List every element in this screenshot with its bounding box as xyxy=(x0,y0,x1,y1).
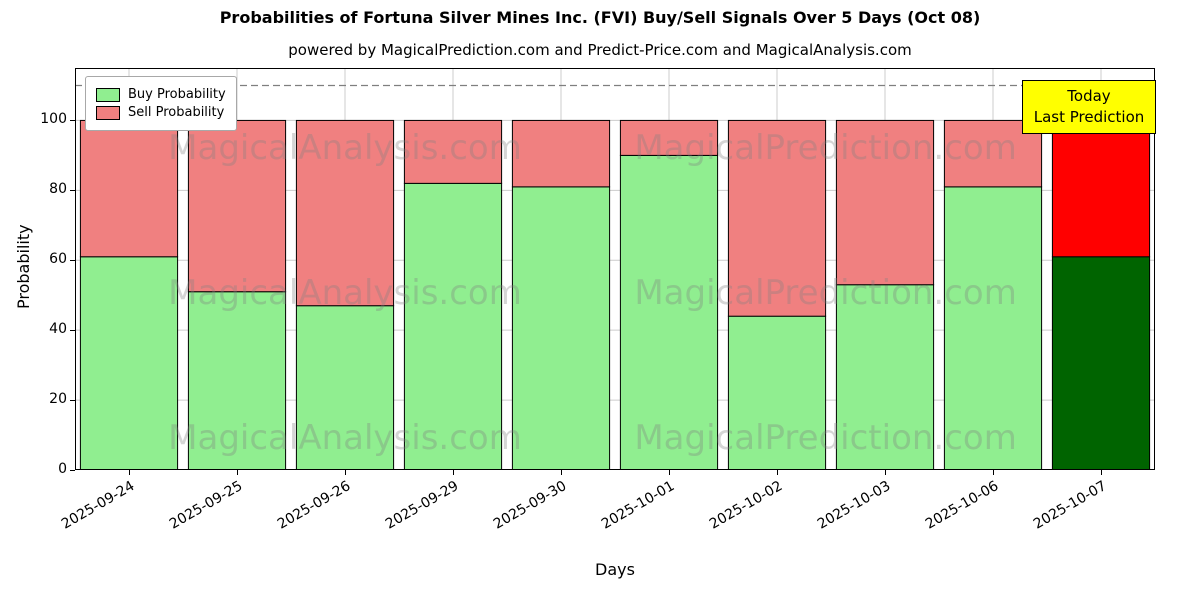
x-tick-label: 2025-09-25 xyxy=(166,478,245,533)
watermark-text: MagicalAnalysis.com xyxy=(168,273,522,314)
y-tick-mark xyxy=(70,119,75,121)
bar-segment xyxy=(79,256,179,471)
bar-segment xyxy=(835,284,935,471)
x-axis-label: Days xyxy=(595,560,635,579)
y-tick-label: 60 xyxy=(49,251,67,268)
plot-area xyxy=(75,68,1155,471)
bar-segment xyxy=(1051,256,1151,471)
watermark-text: MagicalAnalysis.com xyxy=(168,128,522,169)
x-tick-label: 2025-09-29 xyxy=(382,478,461,533)
bar-segment xyxy=(1051,119,1151,258)
axes-frame xyxy=(75,68,1155,470)
legend: Buy Probability Sell Probability xyxy=(85,76,237,131)
bar-segment xyxy=(619,154,719,471)
x-tick-mark xyxy=(560,470,562,475)
bar-segment xyxy=(403,119,503,184)
legend-label-buy: Buy Probability xyxy=(128,87,226,102)
bar-segment xyxy=(403,182,503,471)
watermark-text: MagicalPrediction.com xyxy=(634,128,1017,169)
x-tick-mark xyxy=(776,470,778,475)
bar-segment xyxy=(511,119,611,188)
x-tick-label: 2025-10-01 xyxy=(598,478,677,533)
y-tick-mark xyxy=(70,329,75,331)
y-tick-mark xyxy=(70,399,75,401)
y-tick-mark xyxy=(70,189,75,191)
chart-subtitle: powered by MagicalPrediction.com and Pre… xyxy=(288,41,912,59)
bar-chart-canvas xyxy=(75,68,1155,471)
bar-segment xyxy=(295,305,395,471)
x-tick-label: 2025-09-26 xyxy=(274,478,353,533)
bar-segment xyxy=(619,119,719,156)
y-tick-label: 100 xyxy=(40,111,67,128)
bar-segment xyxy=(79,119,179,258)
bar-segment xyxy=(295,119,395,307)
x-tick-mark xyxy=(992,470,994,475)
x-tick-label: 2025-09-24 xyxy=(58,478,137,533)
y-tick-label: 40 xyxy=(49,321,67,338)
x-tick-mark xyxy=(668,470,670,475)
watermark-text: MagicalPrediction.com xyxy=(634,273,1017,314)
bar-segment xyxy=(727,119,827,317)
watermark-text: MagicalPrediction.com xyxy=(634,417,1017,458)
annotation-line1: Today xyxy=(1067,87,1111,105)
bar-segment xyxy=(835,119,935,286)
legend-item-buy: Buy Probability xyxy=(96,87,226,102)
x-tick-label: 2025-10-02 xyxy=(706,478,785,533)
x-tick-label: 2025-10-07 xyxy=(1030,478,1109,533)
sell-swatch xyxy=(96,105,120,120)
x-tick-label: 2025-09-30 xyxy=(490,478,569,533)
x-tick-mark xyxy=(1100,470,1102,475)
x-tick-mark xyxy=(452,470,454,475)
x-tick-mark xyxy=(128,470,130,475)
bar-segment xyxy=(511,186,611,471)
chart-title: Probabilities of Fortuna Silver Mines In… xyxy=(219,8,981,27)
y-tick-mark xyxy=(70,469,75,471)
bar-segment xyxy=(943,186,1043,471)
buy-swatch xyxy=(96,87,120,102)
bar-segment xyxy=(727,315,827,471)
legend-label-sell: Sell Probability xyxy=(128,105,225,120)
y-tick-label: 20 xyxy=(49,391,67,408)
x-tick-mark xyxy=(884,470,886,475)
annotation-line2: Last Prediction xyxy=(1033,108,1145,126)
x-tick-label: 2025-10-03 xyxy=(814,478,893,533)
y-tick-label: 0 xyxy=(58,461,67,477)
y-tick-label: 80 xyxy=(49,181,67,198)
bar-segment xyxy=(187,119,287,293)
x-tick-mark xyxy=(236,470,238,475)
y-tick-mark xyxy=(70,259,75,261)
x-tick-label: 2025-10-06 xyxy=(922,478,1001,533)
legend-item-sell: Sell Probability xyxy=(96,105,226,120)
watermark-text: MagicalAnalysis.com xyxy=(168,417,522,458)
x-tick-mark xyxy=(344,470,346,475)
today-annotation: Today Last Prediction xyxy=(1022,80,1156,134)
